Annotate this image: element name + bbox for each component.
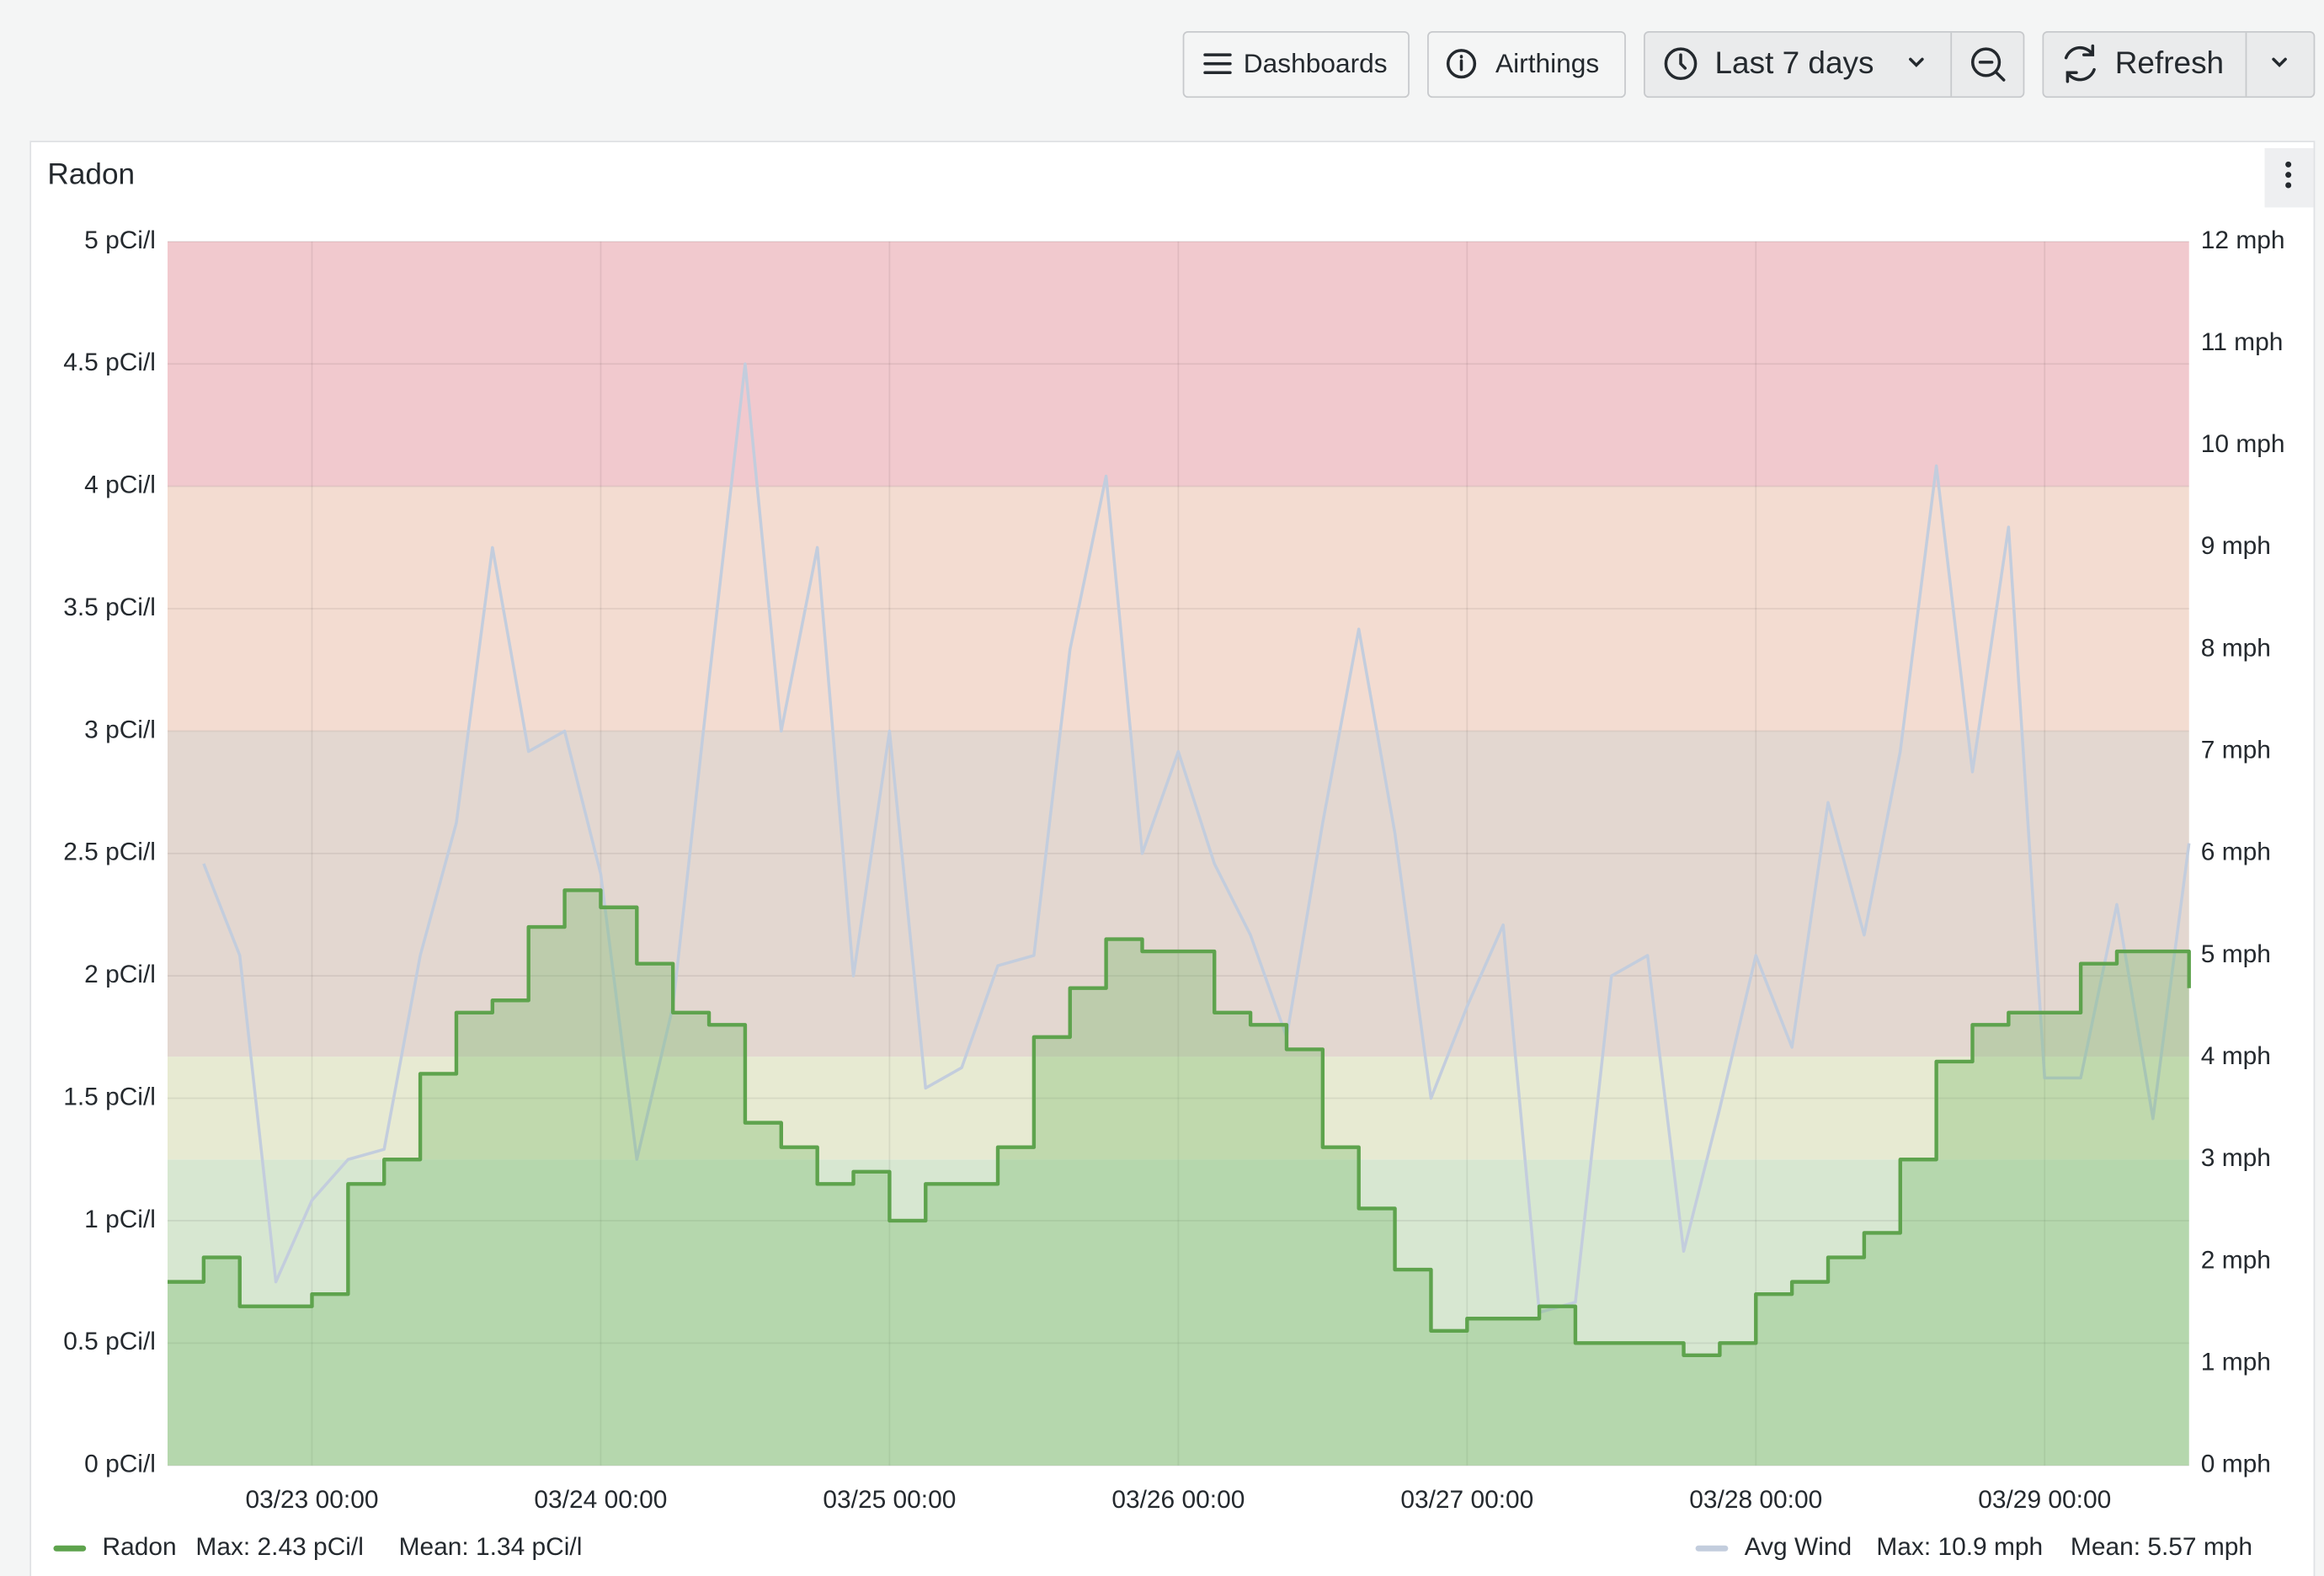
dot [2285, 182, 2292, 189]
series-line [202, 362, 2191, 1314]
x-tick-label: 03/29 00:00 [1978, 1486, 2111, 1514]
y2-tick-label: 5 mph [2201, 940, 2271, 968]
y-tick-label: 0.5 pCi/l [63, 1328, 156, 1355]
y2-tick-label: 6 mph [2201, 839, 2271, 866]
legend-stat: Mean: 5.57 mph [2071, 1533, 2252, 1561]
refresh-icon [2064, 44, 2096, 83]
legend-label: Avg Wind [1745, 1533, 1852, 1561]
panel-menu[interactable] [2264, 148, 2314, 208]
y-tick-label: 4 pCi/l [84, 471, 156, 499]
y-tick-label: 5 pCi/l [84, 226, 156, 254]
folder-button[interactable]: Airthings [1427, 30, 1626, 98]
legend-stat: Max: 10.9 mph [1876, 1533, 2043, 1561]
chevron [1909, 57, 1924, 67]
y-tick-label: 2 pCi/l [84, 961, 156, 988]
dot [2285, 172, 2292, 178]
y-tick-label: 1.5 pCi/l [63, 1083, 156, 1110]
y2-tick-label: 1 mph [2201, 1348, 2271, 1376]
y2-tick-label: 3 mph [2201, 1144, 2271, 1172]
refresh-button[interactable]: Refresh [2042, 30, 2316, 98]
zoom-out-icon [1978, 61, 2006, 82]
y2-tick-label: 9 mph [2201, 532, 2271, 560]
x-tick-label: 03/23 00:00 [245, 1486, 378, 1514]
legend-stat: Mean: 1.34 pCi/l [399, 1533, 583, 1561]
plot: 0 pCi/l 0.5 pCi/l 1 pCi/l 1.5 pCi/l 2 pCi/l 2… [53, 226, 2285, 1561]
series-line [167, 888, 2191, 1358]
y-tick-label: 3 pCi/l [84, 716, 156, 743]
button-frame [1427, 30, 1626, 98]
y2-tick-label: 2 mph [2201, 1246, 2271, 1274]
zoom-out-icon [1970, 47, 2002, 77]
button-label: Dashboards [1244, 48, 1388, 78]
y2-tick-label: 8 mph [2201, 634, 2271, 662]
y-tick-label: 2.5 pCi/l [63, 839, 156, 866]
button-label: Last 7 days [1715, 45, 1874, 80]
threshold-band [167, 241, 2189, 487]
panel-title: Radon [47, 158, 135, 191]
x-tick-label: 03/25 00:00 [823, 1486, 956, 1514]
threshold-band [167, 1159, 2189, 1466]
y2-tick-label: 4 mph [2201, 1042, 2271, 1070]
y-tick-label: 0 pCi/l [84, 1451, 156, 1478]
y-tick-label: 1 pCi/l [84, 1206, 156, 1233]
x-tick-label: 03/26 00:00 [1111, 1486, 1245, 1514]
series-area [167, 890, 2189, 1466]
x-tick-label: 03/27 00:00 [1400, 1486, 1533, 1514]
button-label: Refresh [2115, 45, 2224, 80]
button-frame [1182, 30, 1410, 98]
y-tick-label: 4.5 pCi/l [63, 349, 156, 376]
legend-label: Radon [103, 1533, 177, 1561]
info-icon [1446, 49, 1477, 79]
legend-stat: Max: 2.43 pCi/l [195, 1533, 363, 1561]
y-tick-label: 3.5 pCi/l [63, 594, 156, 621]
menu-icon [1203, 53, 1232, 75]
button-label: Airthings [1495, 48, 1599, 78]
x-tick-label: 03/24 00:00 [534, 1486, 667, 1514]
dot [2285, 161, 2292, 168]
x-tick-label: 03/28 00:00 [1689, 1486, 1822, 1514]
y2-tick-label: 7 mph [2201, 737, 2271, 764]
panel-menu-icon [2285, 161, 2292, 189]
y2-tick-label: 11 mph [2201, 328, 2284, 356]
dashboards-button[interactable]: Dashboards [1182, 30, 1410, 98]
y2-tick-label: 10 mph [2201, 430, 2285, 458]
time-range-picker[interactable]: Last 7 days [1644, 30, 2025, 98]
y2-tick-label: 0 mph [2201, 1451, 2271, 1478]
chevron [2272, 57, 2287, 67]
clock-icon [1664, 47, 1698, 81]
button-frame [1644, 30, 2025, 98]
clock-icon [1679, 53, 1687, 70]
y2-tick-label: 12 mph [2201, 226, 2285, 254]
threshold-band [167, 1057, 2189, 1160]
